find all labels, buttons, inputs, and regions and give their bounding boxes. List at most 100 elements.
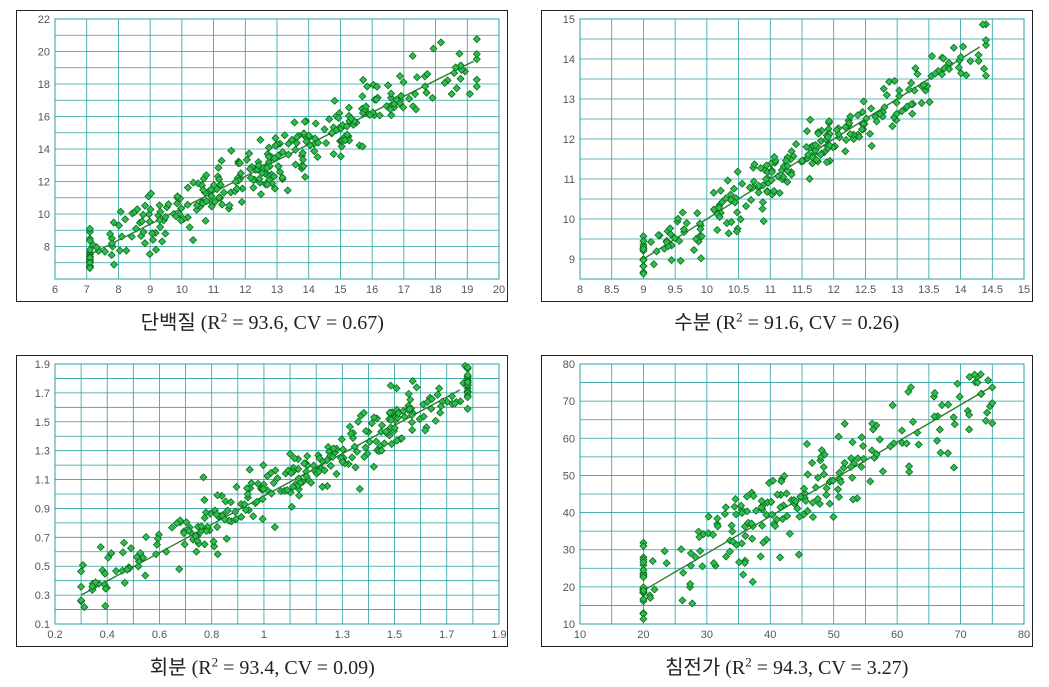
- svg-text:1.5: 1.5: [35, 417, 50, 429]
- svg-text:13: 13: [563, 94, 575, 106]
- caption-name: 수분: [674, 312, 711, 334]
- panel-ash: 0.20.40.60.811.31.51.71.90.10.30.50.70.9…: [10, 355, 515, 680]
- svg-text:14: 14: [954, 284, 966, 296]
- svg-text:70: 70: [954, 629, 966, 641]
- cv-value: 0.67: [342, 312, 377, 334]
- svg-text:17: 17: [398, 284, 410, 296]
- svg-text:10: 10: [563, 214, 575, 226]
- svg-text:0.3: 0.3: [35, 590, 50, 602]
- svg-text:19: 19: [461, 284, 473, 296]
- svg-text:15: 15: [563, 14, 575, 26]
- svg-text:10: 10: [38, 209, 50, 221]
- r2-value: 91.6: [764, 312, 799, 334]
- svg-text:12: 12: [38, 177, 50, 189]
- caption-name: 침전가: [665, 657, 720, 679]
- svg-text:9: 9: [640, 284, 646, 296]
- svg-text:13: 13: [271, 284, 283, 296]
- svg-text:14: 14: [38, 144, 50, 156]
- svg-text:16: 16: [38, 112, 50, 124]
- svg-text:40: 40: [563, 508, 575, 520]
- svg-text:1.7: 1.7: [439, 629, 454, 641]
- svg-text:40: 40: [764, 629, 776, 641]
- svg-text:18: 18: [38, 79, 50, 91]
- svg-text:9: 9: [147, 284, 153, 296]
- svg-text:60: 60: [891, 629, 903, 641]
- svg-text:1.7: 1.7: [35, 388, 50, 400]
- svg-text:60: 60: [563, 433, 575, 445]
- svg-text:15: 15: [1018, 284, 1030, 296]
- caption-ash: 회분 (R2 = 93.4, CV = 0.09): [150, 651, 375, 680]
- svg-text:13: 13: [891, 284, 903, 296]
- svg-text:12: 12: [239, 284, 251, 296]
- svg-text:10: 10: [700, 284, 712, 296]
- svg-text:20: 20: [563, 582, 575, 594]
- svg-text:10: 10: [574, 629, 586, 641]
- svg-text:15: 15: [335, 284, 347, 296]
- svg-text:1.3: 1.3: [335, 629, 350, 641]
- cv-value: 3.27: [867, 657, 902, 679]
- caption-protein: 단백질 (R2 = 93.6, CV = 0.67): [141, 306, 384, 335]
- chart-svg-ash: 0.20.40.60.811.31.51.71.90.10.30.50.70.9…: [17, 356, 507, 646]
- chart-sedimentation: 10203040506070801020304050607080: [541, 355, 1033, 647]
- svg-text:11: 11: [208, 284, 219, 296]
- cv-value: 0.26: [858, 312, 893, 334]
- svg-text:80: 80: [563, 359, 575, 371]
- svg-text:10.5: 10.5: [728, 284, 749, 296]
- svg-text:30: 30: [563, 545, 575, 557]
- svg-text:13.5: 13.5: [918, 284, 939, 296]
- svg-text:16: 16: [366, 284, 378, 296]
- chart-protein: 6789101112131415161718192081012141618202…: [16, 10, 508, 302]
- svg-text:8: 8: [44, 242, 50, 254]
- svg-text:70: 70: [563, 396, 575, 408]
- r2-value: 94.3: [773, 657, 808, 679]
- svg-text:1: 1: [261, 629, 267, 641]
- svg-text:1.5: 1.5: [387, 629, 402, 641]
- svg-text:0.8: 0.8: [204, 629, 219, 641]
- svg-text:1.3: 1.3: [35, 446, 50, 458]
- svg-text:14.5: 14.5: [981, 284, 1002, 296]
- svg-text:12: 12: [563, 134, 575, 146]
- svg-text:1.9: 1.9: [35, 359, 50, 371]
- svg-text:0.1: 0.1: [35, 619, 50, 631]
- svg-text:9.5: 9.5: [667, 284, 682, 296]
- r2-value: 93.4: [239, 657, 274, 679]
- svg-text:6: 6: [52, 284, 58, 296]
- svg-text:0.5: 0.5: [35, 561, 50, 573]
- chart-svg-protein: 6789101112131415161718192081012141618202…: [17, 11, 507, 301]
- panel-sedimentation: 10203040506070801020304050607080 침전가 (R2…: [535, 355, 1040, 680]
- svg-text:8: 8: [116, 284, 122, 296]
- svg-text:80: 80: [1018, 629, 1030, 641]
- svg-text:0.4: 0.4: [100, 629, 115, 641]
- svg-text:8.5: 8.5: [604, 284, 619, 296]
- svg-text:0.6: 0.6: [152, 629, 167, 641]
- r2-value: 93.6: [249, 312, 284, 334]
- chart-moisture: 88.599.51010.51111.51212.51313.51414.515…: [541, 10, 1033, 302]
- svg-text:22: 22: [38, 14, 50, 26]
- svg-text:10: 10: [563, 619, 575, 631]
- panel-moisture: 88.599.51010.51111.51212.51313.51414.515…: [535, 10, 1040, 335]
- chart-svg-moisture: 88.599.51010.51111.51212.51313.51414.515…: [542, 11, 1032, 301]
- svg-text:14: 14: [303, 284, 315, 296]
- svg-text:0.7: 0.7: [35, 532, 50, 544]
- svg-text:7: 7: [84, 284, 90, 296]
- svg-text:9: 9: [569, 254, 575, 266]
- svg-text:12.5: 12.5: [854, 284, 875, 296]
- svg-text:11: 11: [764, 284, 775, 296]
- cv-value: 0.09: [333, 657, 368, 679]
- svg-text:11.5: 11.5: [791, 284, 812, 296]
- caption-sedimentation: 침전가 (R2 = 94.3, CV = 3.27): [665, 651, 908, 680]
- svg-text:50: 50: [827, 629, 839, 641]
- svg-text:18: 18: [430, 284, 442, 296]
- svg-text:11: 11: [563, 174, 574, 186]
- svg-text:1.1: 1.1: [35, 475, 50, 487]
- caption-moisture: 수분 (R2 = 91.6, CV = 0.26): [674, 306, 899, 335]
- chart-ash: 0.20.40.60.811.31.51.71.90.10.30.50.70.9…: [16, 355, 508, 647]
- svg-text:30: 30: [700, 629, 712, 641]
- panel-protein: 6789101112131415161718192081012141618202…: [10, 10, 515, 335]
- svg-text:0.9: 0.9: [35, 503, 50, 515]
- svg-text:14: 14: [563, 54, 575, 66]
- svg-text:50: 50: [563, 470, 575, 482]
- caption-name: 회분: [150, 657, 187, 679]
- chart-grid: 6789101112131415161718192081012141618202…: [10, 10, 1039, 677]
- svg-text:20: 20: [38, 47, 50, 59]
